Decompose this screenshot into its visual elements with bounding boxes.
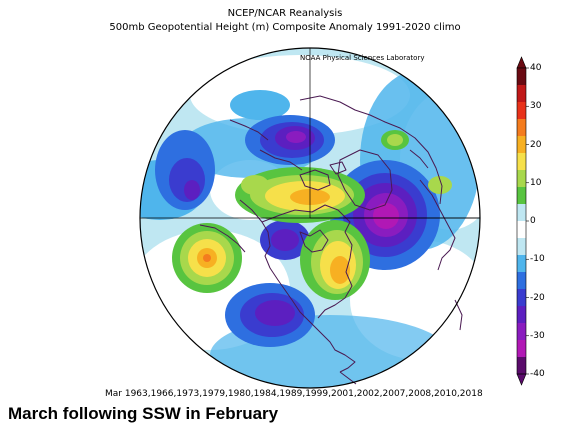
- colorbar-tick-label: -40: [530, 369, 545, 379]
- colorbar-segment: [517, 357, 526, 375]
- colorbar-segment: [517, 306, 526, 324]
- map-subtitle: 500mb Geopotential Height (m) Composite …: [109, 22, 461, 33]
- colorbar-tick-label: -20: [530, 292, 545, 303]
- colorbar-segment: [517, 119, 526, 137]
- map-border: [139, 47, 481, 389]
- colorbar-segment: [517, 136, 526, 154]
- map-title: NCEP/NCAR Reanalysis: [227, 8, 343, 19]
- colorbar-tick-label: -30: [530, 330, 545, 341]
- colorbar-segment: [517, 68, 526, 86]
- colorbar-arrow-bottom: [516, 373, 527, 386]
- coastlines: [199, 95, 463, 385]
- colorbar-segment: [517, 255, 526, 273]
- colorbar-tick-label: 10: [530, 177, 542, 188]
- colorbar-segment: [517, 323, 526, 341]
- colorbar-tick-label: 20: [530, 139, 542, 150]
- colorbar-segment: [517, 102, 526, 120]
- colorbar-segment: [517, 170, 526, 188]
- colorbar-tick-label: 0: [530, 216, 536, 226]
- anomaly-field: [140, 48, 480, 388]
- colorbar-arrow-top: [516, 56, 527, 69]
- colorbar-segment: [517, 221, 526, 239]
- colorbar-segment: [517, 289, 526, 307]
- colorbar-segment: [517, 204, 526, 222]
- lab-label: NOAA Physical Sciences Laboratory: [300, 54, 425, 62]
- colorbar-segment: [517, 238, 526, 256]
- colorbar-tick-label: -10: [530, 254, 545, 265]
- caption: March following SSW in February: [8, 404, 279, 423]
- colorbar-segment: [517, 153, 526, 171]
- colorbar-tick-label: 30: [530, 101, 542, 112]
- colorbar-tick-label: 40: [530, 63, 542, 73]
- colorbar-segment: [517, 340, 526, 358]
- colorbar-segment: [517, 272, 526, 290]
- colorbar-segment: [517, 85, 526, 103]
- map-grid: [140, 48, 480, 219]
- colorbar-segment: [517, 187, 526, 205]
- composite-years: Mar 1963,1966,1973,1979,1980,1984,1989,1…: [105, 389, 483, 399]
